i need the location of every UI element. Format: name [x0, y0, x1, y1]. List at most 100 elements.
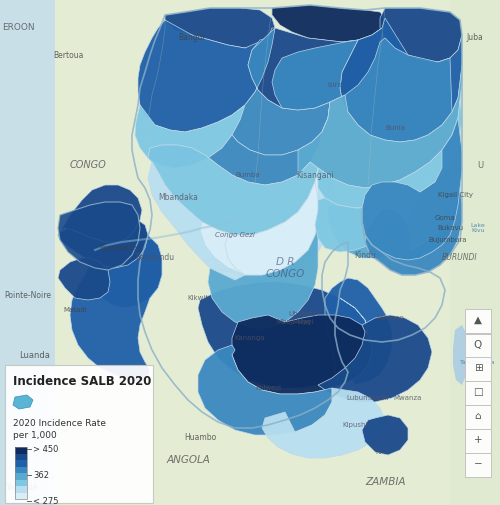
Text: Matadi: Matadi: [63, 307, 87, 313]
Polygon shape: [450, 0, 500, 505]
Polygon shape: [138, 20, 275, 132]
Text: □: □: [473, 387, 483, 397]
Text: −: −: [474, 459, 482, 469]
Polygon shape: [13, 395, 33, 409]
Text: Bumba: Bumba: [236, 172, 260, 178]
Text: ▲: ▲: [474, 315, 482, 325]
Text: Isiro: Isiro: [328, 82, 342, 88]
Bar: [15, 453, 27, 460]
Text: +: +: [474, 435, 482, 445]
Text: BURUNDI: BURUNDI: [442, 254, 478, 263]
Polygon shape: [318, 315, 432, 402]
Polygon shape: [58, 215, 162, 308]
FancyBboxPatch shape: [465, 405, 491, 429]
Text: Bukavu: Bukavu: [437, 225, 463, 231]
Polygon shape: [58, 258, 110, 300]
Text: 362: 362: [33, 471, 49, 480]
Text: < 275: < 275: [33, 496, 58, 505]
Polygon shape: [208, 218, 318, 328]
Text: Juba: Juba: [466, 33, 483, 42]
Polygon shape: [200, 168, 318, 275]
Text: Congo Gezi: Congo Gezi: [215, 232, 255, 238]
Polygon shape: [70, 235, 162, 382]
Polygon shape: [248, 28, 382, 110]
Text: Q: Q: [474, 340, 482, 350]
FancyBboxPatch shape: [465, 357, 491, 381]
Bar: [15, 480, 27, 486]
Text: U: U: [477, 161, 483, 170]
FancyBboxPatch shape: [465, 453, 491, 477]
Polygon shape: [60, 185, 142, 242]
Polygon shape: [328, 135, 462, 258]
Text: ANGOLA: ANGOLA: [166, 455, 210, 465]
Text: Bertoua: Bertoua: [53, 50, 83, 60]
Text: Incidence SALB 2020: Incidence SALB 2020: [13, 375, 151, 388]
Polygon shape: [453, 325, 468, 385]
Polygon shape: [0, 0, 55, 505]
Bar: [15, 492, 27, 499]
Text: Goma: Goma: [434, 215, 456, 221]
Polygon shape: [325, 278, 392, 385]
Text: Bangui: Bangui: [178, 33, 206, 42]
Text: Ubundu
Muyé: Ubundu Muyé: [288, 311, 316, 325]
Text: Bandundu: Bandundu: [136, 254, 174, 263]
Polygon shape: [198, 345, 332, 435]
Polygon shape: [232, 315, 372, 394]
Polygon shape: [148, 145, 318, 235]
Polygon shape: [58, 202, 140, 270]
Text: Bunia: Bunia: [385, 125, 405, 131]
Text: Huambo: Huambo: [184, 433, 216, 442]
Text: ZAMBIA: ZAMBIA: [365, 477, 405, 487]
Text: Brazzaville: Brazzaville: [99, 245, 137, 251]
Polygon shape: [198, 282, 368, 388]
FancyBboxPatch shape: [465, 429, 491, 453]
Polygon shape: [202, 258, 245, 275]
Polygon shape: [365, 188, 462, 275]
FancyBboxPatch shape: [465, 381, 491, 405]
Text: Kigali City: Kigali City: [438, 192, 472, 198]
Text: Kindu: Kindu: [354, 250, 376, 260]
Polygon shape: [298, 65, 462, 188]
Polygon shape: [148, 162, 335, 282]
FancyBboxPatch shape: [465, 309, 491, 333]
Text: CONGO: CONGO: [70, 160, 106, 170]
Text: D R
CONGO: D R CONGO: [266, 257, 304, 279]
Text: Pointe-Noire: Pointe-Noire: [4, 290, 52, 299]
Polygon shape: [318, 100, 462, 208]
Bar: [15, 473, 27, 480]
Text: Mbuji-Mayi: Mbuji-Mayi: [276, 319, 314, 325]
Text: Lubumbashi: Lubumbashi: [346, 395, 390, 401]
Bar: [15, 486, 27, 492]
Text: ⌂: ⌂: [474, 411, 482, 421]
Polygon shape: [380, 8, 462, 62]
Polygon shape: [148, 102, 330, 185]
Text: Lake
Kivu: Lake Kivu: [470, 223, 486, 233]
Polygon shape: [225, 182, 318, 275]
Text: > 450: > 450: [33, 444, 58, 453]
Text: 2020 Incidence Rate
per 1,000: 2020 Incidence Rate per 1,000: [13, 419, 106, 440]
Polygon shape: [272, 5, 385, 42]
Text: K...i: K...i: [376, 449, 388, 455]
Bar: [15, 447, 27, 499]
Text: Luanda: Luanda: [20, 350, 50, 360]
Polygon shape: [446, 196, 458, 220]
Bar: [15, 460, 27, 467]
Text: Manono: Manono: [376, 315, 404, 321]
Polygon shape: [315, 192, 420, 252]
Polygon shape: [165, 8, 275, 48]
Bar: [15, 467, 27, 473]
Polygon shape: [362, 118, 462, 260]
Polygon shape: [362, 415, 408, 455]
Text: ⊞: ⊞: [474, 363, 482, 373]
Polygon shape: [340, 18, 462, 142]
Text: Kisangani: Kisangani: [296, 171, 334, 179]
Text: Mbandaka: Mbandaka: [158, 193, 198, 203]
Text: Kolwezi: Kolwezi: [255, 385, 281, 391]
Text: Lake
Tanganyika: Lake Tanganyika: [460, 355, 496, 366]
Text: Kananga: Kananga: [235, 335, 265, 341]
Polygon shape: [232, 28, 330, 155]
Text: Kipushi: Kipushi: [342, 422, 368, 428]
Text: Kikwit: Kikwit: [188, 295, 208, 301]
Text: Yaoundé: Yaoundé: [6, 483, 38, 492]
Polygon shape: [135, 105, 245, 168]
